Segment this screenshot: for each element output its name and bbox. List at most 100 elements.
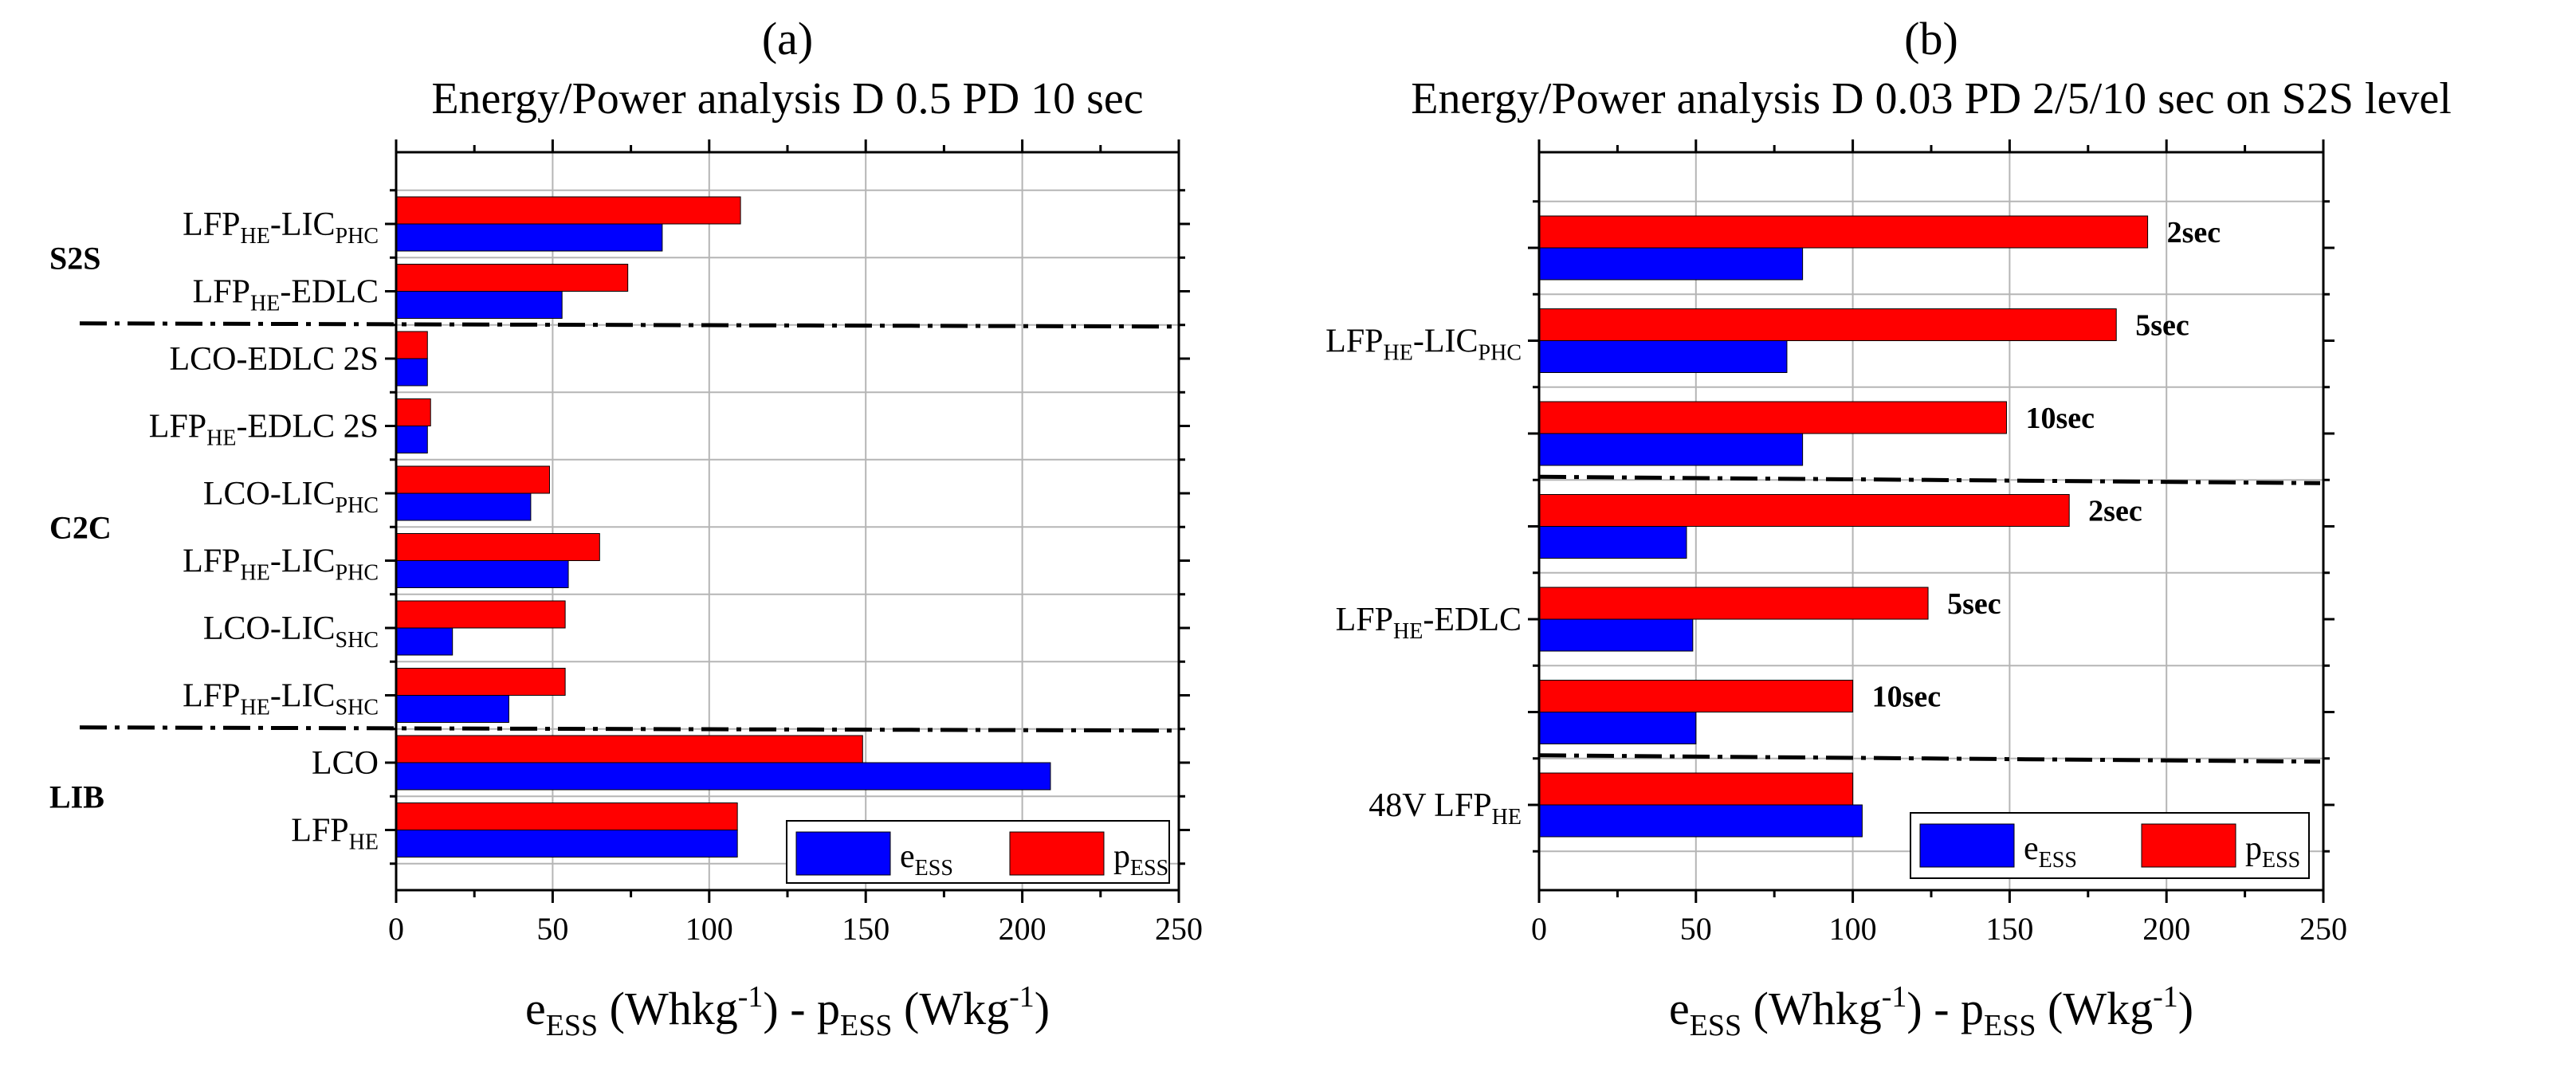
bar-eess-7 [395,695,509,723]
group-label-2-main: 48V LFP [1368,787,1491,824]
x-tick-label-3: 150 [842,911,889,947]
bar-eess-5 [395,560,569,588]
x-tick-label-3: 150 [1985,911,2033,947]
separator-line-1 [1538,753,2321,764]
category-label-4-sub: PHC [336,493,379,518]
separator-line-1 [79,725,1176,733]
category-label-8: LCO [312,745,379,782]
group-label-0-sub: HE [1384,341,1413,366]
bar-eess-1 [395,291,563,319]
bar-pess-0 [395,196,741,225]
category-label-5-rest: -LIC [270,544,336,580]
legend-pess-main: p [2245,830,2262,867]
group-label-0: LFPHE-LICPHC [1325,324,1522,366]
legend-label-pess: pESS [2245,830,2300,873]
category-label-6-main: LCO-LIC [203,610,336,647]
category-label-3-main: LFP [149,409,206,445]
group-label-0-main: LFP [1325,324,1383,360]
chart-title: Energy/Power analysis D 0.5 PD 10 sec [431,74,1143,124]
category-label-0-sub2: PHC [336,224,379,249]
chart-title: Energy/Power analysis D 0.03 PD 2/5/10 s… [1411,74,2452,124]
group-label-s2s: S2S [49,240,101,276]
x-axis-label-e-sub: ESS [546,1009,598,1042]
group-label-1-main: LFP [1336,602,1393,638]
bar-eess-6 [395,627,454,656]
category-label-4-main: LCO-LIC [203,476,336,512]
legend-swatch-eess [795,831,891,876]
bar-pess-3 [1538,494,2070,527]
legend-label-eess: eESS [2024,830,2077,873]
x-tick-label-2: 100 [685,911,733,947]
category-label-3-rest: -EDLC 2S [237,409,379,445]
category-label-0-rest: -LIC [270,206,336,243]
x-tick-label-2: 100 [1829,911,1877,947]
x-axis-label-e-unit: (Whkg [1742,983,1882,1034]
bar-eess-2 [395,358,428,387]
bar-eess-6 [1538,804,1863,838]
bar-pess-0 [1538,215,2149,249]
legend-eess-main: e [2024,830,2039,867]
category-label-0: LFPHE-LICPHC [183,206,379,249]
panel-b-chart: (b) Energy/Power analysis D 0.03 PD 2/5/1… [1325,13,2452,1042]
x-axis-label-e-unit: (Whkg [598,983,738,1034]
bar-eess-0 [1538,247,1804,281]
category-label-5: LFPHE-LICPHC [183,544,379,586]
legend-eess-sub: ESS [915,856,953,881]
x-axis-label-e-exp: -1 [1882,980,1907,1014]
x-axis-label-mid: ) - p [1906,983,1984,1034]
x-tick-label-5: 250 [1155,911,1203,947]
category-label-9-main: LFP [291,813,348,850]
x-axis-label-mid: ) - p [763,983,840,1034]
x-axis-label: eESS (Whkg-1) - pESS (Wkg-1) [525,980,1050,1042]
group-label-2: 48V LFPHE [1368,787,1522,830]
group-label-0-rest: -LIC [1413,324,1478,360]
bar-pess-1 [395,264,629,292]
group-label-1: LFPHE-EDLC [1336,602,1522,644]
bar-pess-3 [395,398,431,426]
bar-eess-5 [1538,712,1697,744]
category-label-3-sub: HE [206,426,236,451]
bar-eess-0 [395,223,663,252]
category-label-5-sub: HE [241,561,270,586]
legend-eess-sub: ESS [2039,848,2077,873]
bar-eess-3 [1538,526,1687,559]
x-axis-label-e-exp: -1 [738,980,764,1014]
legend-pess-sub: ESS [1130,856,1168,881]
bar-pess-6 [1538,772,1854,806]
category-label-4: LCO-LICPHC [203,476,379,518]
category-label-1-sub: HE [250,292,280,316]
bar-eess-4 [395,492,532,521]
x-axis-label-p-unit: (Wkg [2036,983,2154,1034]
bar-pess-5 [1538,680,1854,712]
bar-eess-8 [395,762,1051,791]
panel-a-chart: (a) Energy/Power analysis D 0.5 PD 10 sec… [49,13,1203,1042]
bar-label-1: 5sec [2135,309,2189,343]
category-label-9: LFPHE [291,813,379,855]
bar-eess-3 [395,426,428,453]
bar-eess-1 [1538,340,1788,373]
bar-pess-1 [1538,308,2117,341]
x-tick-label-1: 50 [1680,911,1712,947]
x-axis-label-p-unit: (Wkg [893,983,1010,1034]
x-axis-label-e: e [1669,983,1690,1034]
x-axis-label-p-exp: -1 [2153,980,2178,1014]
x-axis-label-end: ) [1035,983,1050,1034]
bar-pess-6 [395,600,566,629]
x-axis-label-e-sub: ESS [1690,1009,1742,1042]
legend-swatch-pess [1009,831,1105,876]
legend-swatch-eess [1919,823,2015,868]
legend-pess-main: p [1113,838,1130,875]
category-label-7-sub2: SHC [336,696,379,720]
category-label-8-main: LCO [312,745,379,782]
category-label-1-rest: -EDLC [280,274,379,311]
legend-swatch-pess [2141,823,2236,868]
separator-line-0 [1538,474,2321,485]
x-tick-label-0: 0 [1531,911,1547,947]
category-label-7-main: LFP [183,678,240,715]
group-label-1-rest: -EDLC [1423,602,1522,638]
bar-pess-8 [395,735,863,763]
x-tick-label-0: 0 [388,911,404,947]
bar-eess-2 [1538,433,1804,466]
bar-label-0: 2sec [2167,216,2221,249]
bar-eess-4 [1538,618,1694,652]
